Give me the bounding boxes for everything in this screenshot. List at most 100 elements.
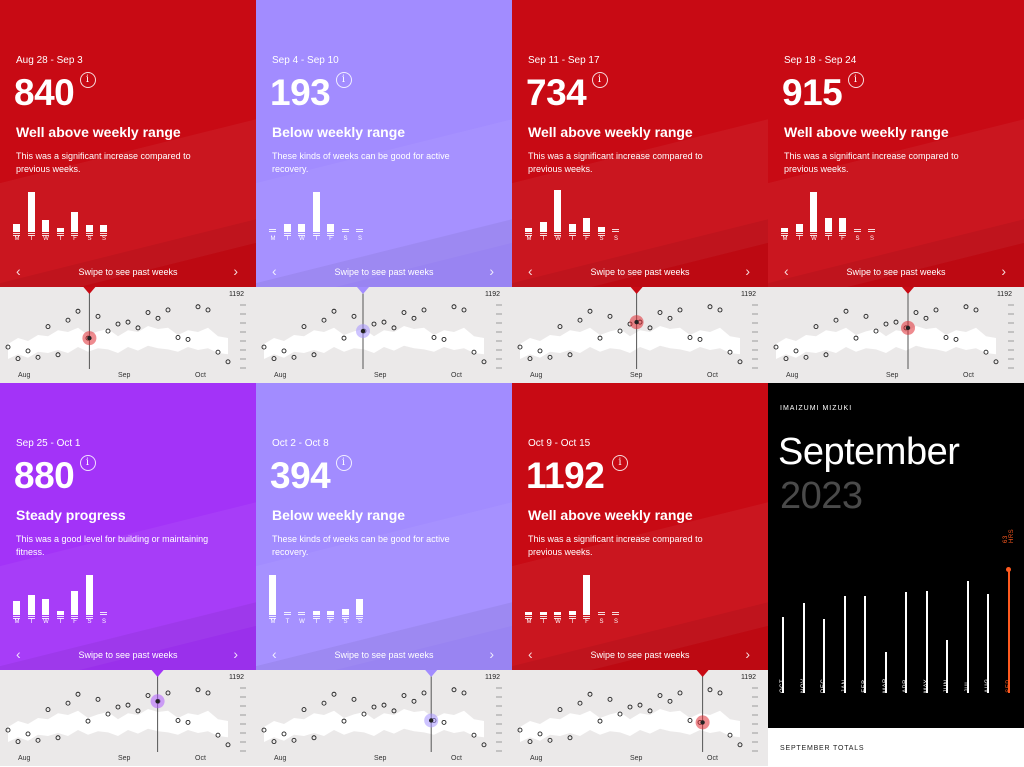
week-value: 193: [270, 72, 331, 113]
chevron-right-icon[interactable]: ›: [745, 263, 750, 279]
week-panel[interactable]: Sep 4 - Sep 10 193 i Below weekly range …: [256, 0, 512, 383]
week-panel[interactable]: Sep 18 - Sep 24 915 i Well above weekly …: [768, 0, 1024, 383]
baseline: [568, 618, 576, 619]
info-icon[interactable]: i: [79, 455, 96, 471]
timeline-month: Oct: [451, 372, 462, 379]
week-point: [205, 690, 211, 696]
week-point: [341, 718, 347, 724]
baseline: [525, 616, 532, 617]
day-bar-fill: [568, 611, 576, 615]
week-point: [411, 315, 417, 321]
week-description: This was a significant increase compared…: [16, 151, 191, 174]
info-icon[interactable]: i: [79, 72, 96, 88]
week-point: [607, 696, 613, 702]
timeline-month: Sep: [630, 372, 643, 379]
info-icon[interactable]: i: [591, 72, 608, 88]
week-point: [331, 308, 337, 314]
info-icon[interactable]: i: [335, 72, 352, 88]
week-panel[interactable]: Sep 25 - Oct 1 880 i Steady progress Thi…: [0, 383, 256, 766]
day-bar: S: [356, 180, 364, 242]
totals-footer[interactable]: SEPTEMBER TOTALS: [768, 728, 1024, 767]
month-bar-fill: [987, 593, 989, 693]
chevron-right-icon[interactable]: ›: [489, 263, 494, 279]
day-bar-fill: [781, 228, 788, 232]
timeline[interactable]: 1192 Aug Sep Oct: [256, 670, 512, 766]
baseline: [781, 233, 788, 234]
timeline[interactable]: 1192 Aug Sep Oct: [768, 287, 1024, 383]
timeline-month: Aug: [274, 372, 287, 379]
week-panel[interactable]: Sep 11 - Sep 17 734 i Well above weekly …: [512, 0, 768, 383]
baseline: [42, 616, 49, 617]
week-point: [973, 307, 979, 313]
day-bar: T: [56, 563, 65, 625]
info-icon[interactable]: i: [335, 455, 352, 471]
day-bar-fill: [583, 575, 590, 615]
week-point: [195, 687, 201, 693]
range-band: [8, 709, 228, 742]
week-description: This was a significant increase compared…: [528, 534, 703, 557]
chevron-right-icon[interactable]: ›: [489, 646, 494, 662]
month-label: MAY: [923, 678, 930, 693]
week-point: [291, 737, 297, 743]
swipe-hint: Swipe to see past weeks: [590, 650, 690, 660]
day-bar: F: [583, 563, 591, 625]
day-bar-fill: [85, 225, 93, 232]
timeline[interactable]: 1192 Aug Sep Oct: [512, 287, 768, 383]
summary-year: 2023: [780, 475, 863, 517]
chevron-left-icon[interactable]: ‹: [528, 646, 533, 662]
baseline: [27, 618, 35, 619]
day-bar: S: [356, 563, 364, 625]
chevron-right-icon[interactable]: ›: [1001, 263, 1006, 279]
chevron-left-icon[interactable]: ‹: [16, 646, 21, 662]
week-point: [411, 698, 417, 704]
week-point: [577, 317, 583, 323]
baseline: [539, 235, 547, 236]
selected-week-dot: [429, 718, 434, 723]
selected-week-dot: [700, 720, 705, 725]
timeline[interactable]: 1192 Aug Sep Oct: [512, 670, 768, 766]
week-panel[interactable]: Oct 9 - Oct 15 1192 i Well above weekly …: [512, 383, 768, 766]
baseline: [71, 233, 78, 234]
week-point: [301, 324, 307, 330]
day-label: S: [599, 619, 604, 625]
timeline[interactable]: 1192 Aug Sep Oct: [0, 287, 256, 383]
timeline[interactable]: 1192 Aug Sep Oct: [0, 670, 256, 766]
chevron-left-icon[interactable]: ‹: [16, 263, 21, 279]
chevron-left-icon[interactable]: ‹: [784, 263, 789, 279]
chevron-right-icon[interactable]: ›: [233, 263, 238, 279]
day-label: F: [73, 236, 77, 242]
chevron-right-icon[interactable]: ›: [745, 646, 750, 662]
week-panel[interactable]: Aug 28 - Sep 3 840 i Well above weekly r…: [0, 0, 256, 383]
day-label: M: [782, 236, 788, 242]
day-label: W: [555, 619, 561, 625]
week-point: [371, 321, 377, 327]
baseline: [341, 231, 349, 232]
chevron-left-icon[interactable]: ‹: [272, 646, 277, 662]
week-point: [567, 735, 573, 741]
day-bar: T: [283, 180, 292, 242]
week-point: [647, 708, 653, 714]
week-point: [727, 349, 733, 355]
chevron-left-icon[interactable]: ‹: [272, 263, 277, 279]
day-label: S: [613, 619, 618, 625]
week-point: [697, 336, 703, 342]
chevron-left-icon[interactable]: ‹: [528, 263, 533, 279]
info-icon[interactable]: i: [612, 455, 628, 471]
week-point: [677, 690, 683, 696]
chevron-right-icon[interactable]: ›: [233, 646, 238, 662]
day-bar-fill: [810, 192, 817, 232]
week-point: [843, 308, 849, 314]
day-bar: M: [269, 563, 277, 625]
week-panel[interactable]: Oct 2 - Oct 8 394 i Below weekly range T…: [256, 383, 512, 766]
week-point: [933, 307, 939, 313]
week-point: [361, 711, 367, 717]
info-icon[interactable]: i: [847, 72, 864, 88]
baseline: [298, 612, 305, 613]
timeline[interactable]: 1192 Aug Sep Oct: [256, 287, 512, 383]
baseline: [356, 229, 363, 230]
timeline-max: 1192: [740, 291, 756, 298]
timeline-month: Aug: [530, 372, 543, 379]
day-label: S: [869, 236, 874, 242]
week-description: These kinds of weeks can be good for act…: [272, 534, 450, 557]
week-value: 880: [14, 455, 75, 496]
